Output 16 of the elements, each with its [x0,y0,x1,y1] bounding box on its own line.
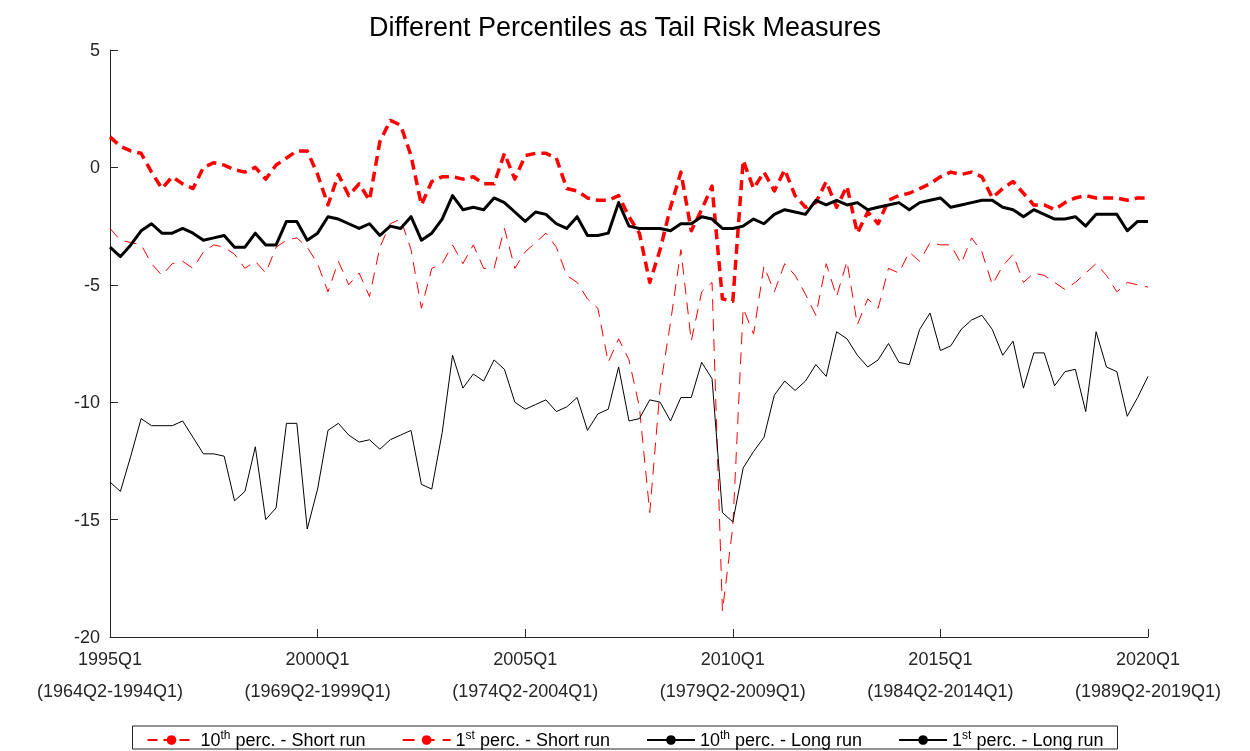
x-tick-label: 2000Q1 (1969Q2-1999Q1) [244,649,391,701]
x-tick-label: 2005Q1 (1974Q2-2004Q1) [452,649,599,701]
line-series [108,194,1150,259]
line-series [109,312,1149,530]
y-tick-label: -20 [73,627,100,647]
line-series [109,218,1149,612]
x-tick-label: 2015Q1 (1984Q2-2014Q1) [867,649,1014,701]
x-tick-label: 2010Q1 (1979Q2-2009Q1) [659,649,806,701]
y-tick-label: 5 [89,40,100,60]
x-tick-label: 2020Q1 (1989Q2-2019Q1) [1074,649,1222,701]
y-tick-label: -10 [73,392,100,413]
y-tick-label: -15 [73,509,100,530]
y-tick-label: -5 [83,274,100,295]
x-tick-label: 1995Q1 (1964Q2-1994Q1) [36,649,184,701]
y-tick-label: 0 [89,157,100,178]
chart-title: Different Percentiles as Tail Risk Measures [368,11,882,42]
